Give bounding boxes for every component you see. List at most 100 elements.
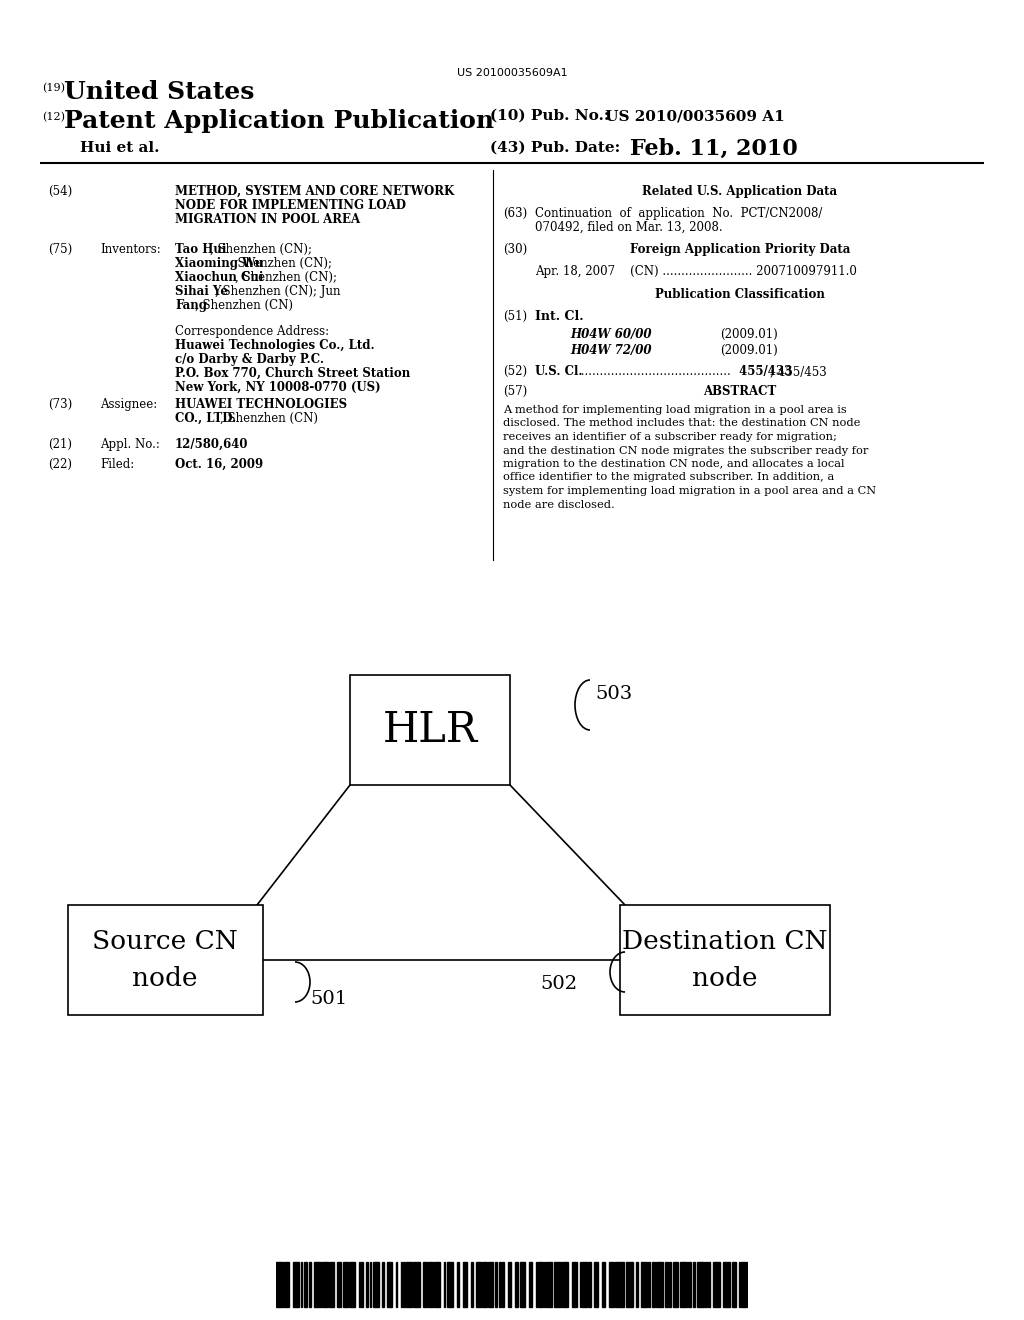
Text: Destination CN
node: Destination CN node — [623, 929, 827, 991]
Bar — [301, 1262, 302, 1307]
Bar — [697, 1262, 703, 1307]
Text: (21): (21) — [48, 438, 72, 451]
Text: P.O. Box 770, Church Street Station: P.O. Box 770, Church Street Station — [175, 367, 411, 380]
Text: Sihai Ye: Sihai Ye — [175, 285, 228, 298]
Bar — [350, 675, 510, 785]
Text: New York, NY 10008-0770 (US): New York, NY 10008-0770 (US) — [175, 381, 381, 393]
Bar — [499, 1262, 501, 1307]
Text: Feb. 11, 2010: Feb. 11, 2010 — [630, 139, 798, 160]
Bar — [303, 1262, 307, 1307]
Text: (30): (30) — [503, 243, 527, 256]
Bar — [428, 1262, 433, 1307]
Bar — [367, 1262, 368, 1307]
Text: , Shenzhen (CN); Jun: , Shenzhen (CN); Jun — [215, 285, 341, 298]
Bar — [276, 1262, 283, 1307]
Bar — [457, 1262, 459, 1307]
Text: (2009.01): (2009.01) — [720, 345, 778, 356]
Bar — [359, 1262, 360, 1307]
Text: Correspondence Address:: Correspondence Address: — [175, 325, 329, 338]
Bar — [547, 1262, 552, 1307]
Bar — [562, 1262, 568, 1307]
Text: Apr. 18, 2007    (CN) ........................ 200710097911.0: Apr. 18, 2007 (CN) .....................… — [535, 265, 857, 279]
Text: Continuation  of  application  No.  PCT/CN2008/: Continuation of application No. PCT/CN20… — [535, 207, 822, 220]
Text: , Shenzhen (CN);: , Shenzhen (CN); — [210, 243, 312, 256]
Text: (73): (73) — [48, 399, 73, 411]
Text: disclosed. The method includes that: the destination CN node: disclosed. The method includes that: the… — [503, 418, 860, 429]
Text: Related U.S. Application Data: Related U.S. Application Data — [642, 185, 838, 198]
Text: , Shenzhen (CN): , Shenzhen (CN) — [195, 300, 293, 312]
Bar — [688, 1262, 691, 1307]
Text: (10) Pub. No.:: (10) Pub. No.: — [490, 110, 609, 123]
Text: H04W 72/00: H04W 72/00 — [570, 345, 651, 356]
Bar — [373, 1262, 380, 1307]
Text: c/o Darby & Darby P.C.: c/o Darby & Darby P.C. — [175, 352, 324, 366]
Bar — [488, 1262, 493, 1307]
Bar — [536, 1262, 537, 1307]
Bar — [406, 1262, 413, 1307]
Bar — [400, 1262, 402, 1307]
Text: METHOD, SYSTEM AND CORE NETWORK: METHOD, SYSTEM AND CORE NETWORK — [175, 185, 455, 198]
Bar — [708, 1262, 710, 1307]
Bar — [503, 1262, 505, 1307]
Bar — [580, 1262, 582, 1307]
Bar — [476, 1262, 481, 1307]
Bar — [463, 1262, 467, 1307]
Text: , Shenzhen (CN);: , Shenzhen (CN); — [230, 257, 332, 271]
Text: 503: 503 — [595, 685, 632, 704]
Bar — [285, 1262, 289, 1307]
Bar — [343, 1262, 348, 1307]
Bar — [627, 1262, 633, 1307]
Bar — [571, 1262, 577, 1307]
Bar — [648, 1262, 650, 1307]
Text: 501: 501 — [310, 990, 347, 1008]
Text: , Shenzhen (CN): , Shenzhen (CN) — [220, 412, 318, 425]
Text: (63): (63) — [503, 207, 527, 220]
Text: (2009.01): (2009.01) — [720, 327, 778, 341]
Bar — [370, 1262, 372, 1307]
Bar — [615, 1262, 622, 1307]
Bar — [724, 1262, 730, 1307]
Bar — [403, 1262, 404, 1307]
Text: U.S. Cl.: U.S. Cl. — [535, 366, 583, 378]
Text: 12/580,640: 12/580,640 — [175, 438, 249, 451]
Text: H04W 60/00: H04W 60/00 — [570, 327, 651, 341]
Text: ABSTRACT: ABSTRACT — [703, 385, 776, 399]
Bar — [434, 1262, 440, 1307]
Text: 455/433: 455/433 — [735, 366, 793, 378]
Text: Hui et al.: Hui et al. — [80, 141, 160, 154]
Bar — [738, 1262, 740, 1307]
Text: (12): (12) — [42, 112, 65, 123]
Text: (51): (51) — [503, 310, 527, 323]
Bar — [508, 1262, 511, 1307]
Text: Int. Cl.: Int. Cl. — [535, 310, 584, 323]
Text: (43) Pub. Date:: (43) Pub. Date: — [490, 141, 621, 154]
Bar — [471, 1262, 473, 1307]
Text: and the destination CN node migrates the subscriber ready for: and the destination CN node migrates the… — [503, 446, 868, 455]
Bar — [424, 1262, 427, 1307]
Bar — [322, 1262, 329, 1307]
Text: A method for implementing load migration in a pool area is: A method for implementing load migration… — [503, 405, 847, 414]
Text: 070492, filed on Mar. 13, 2008.: 070492, filed on Mar. 13, 2008. — [535, 220, 723, 234]
Bar — [620, 906, 830, 1015]
Bar — [554, 1262, 561, 1307]
Bar — [446, 1262, 454, 1307]
Bar — [349, 1262, 355, 1307]
Bar — [594, 1262, 598, 1307]
Text: Patent Application Publication: Patent Application Publication — [63, 110, 495, 133]
Bar — [293, 1262, 299, 1307]
Text: HLR: HLR — [382, 709, 477, 751]
Text: , Shenzhen (CN);: , Shenzhen (CN); — [234, 271, 337, 284]
Text: (54): (54) — [48, 185, 73, 198]
Bar — [731, 1262, 736, 1307]
Text: system for implementing load migration in a pool area and a CN: system for implementing load migration i… — [503, 486, 877, 496]
Text: Assignee:: Assignee: — [100, 399, 158, 411]
Bar — [714, 1262, 720, 1307]
Text: Filed:: Filed: — [100, 458, 134, 471]
Bar — [515, 1262, 518, 1307]
Bar — [395, 1262, 397, 1307]
Bar — [414, 1262, 420, 1307]
Bar — [309, 1262, 310, 1307]
Text: node are disclosed.: node are disclosed. — [503, 499, 614, 510]
Bar — [741, 1262, 746, 1307]
Bar — [538, 1262, 543, 1307]
